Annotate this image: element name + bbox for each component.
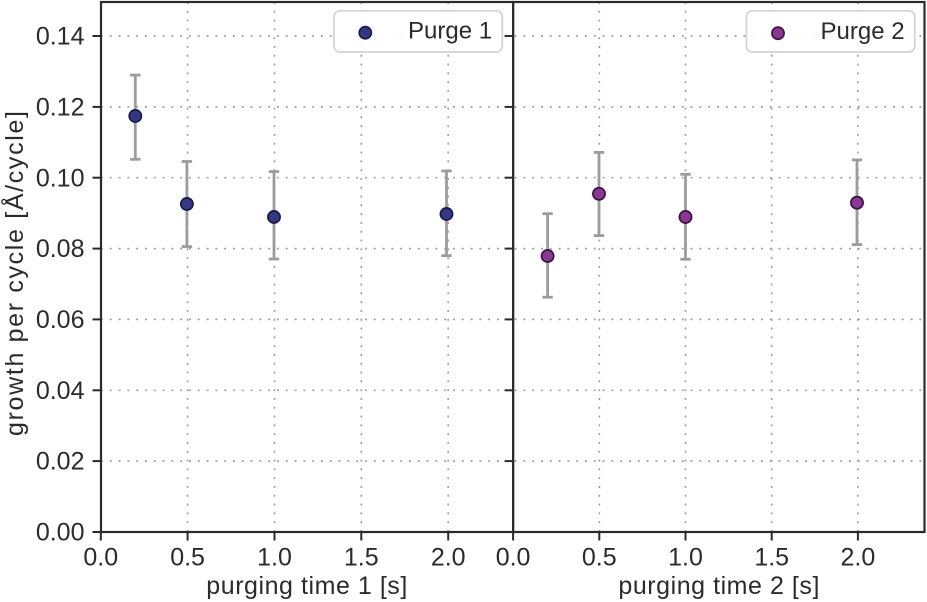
svg-text:1.5: 1.5 [754,544,789,572]
svg-text:1.0: 1.0 [257,544,292,572]
svg-text:Purge 2: Purge 2 [821,18,905,45]
svg-text:0.12: 0.12 [36,94,85,122]
svg-text:2.0: 2.0 [431,544,466,572]
svg-text:2.0: 2.0 [841,544,876,572]
svg-text:purging time 2 [s]: purging time 2 [s] [618,572,819,600]
svg-text:0.14: 0.14 [36,23,85,51]
svg-text:0.08: 0.08 [36,235,85,263]
svg-text:0.02: 0.02 [36,448,85,476]
svg-text:0.5: 0.5 [582,544,617,572]
svg-text:0.0: 0.0 [496,544,531,572]
svg-text:0.00: 0.00 [36,519,85,547]
svg-text:purging time 1 [s]: purging time 1 [s] [206,572,407,600]
svg-text:1.0: 1.0 [668,544,703,572]
svg-text:1.5: 1.5 [344,544,379,572]
svg-text:0.0: 0.0 [83,544,118,572]
svg-text:Purge 1: Purge 1 [408,17,492,44]
svg-text:0.06: 0.06 [36,306,85,334]
svg-text:growth per cycle [Å/cycle]: growth per cycle [Å/cycle] [0,111,29,436]
svg-text:0.04: 0.04 [36,377,85,405]
svg-text:0.10: 0.10 [36,164,85,192]
svg-text:0.5: 0.5 [170,544,205,572]
